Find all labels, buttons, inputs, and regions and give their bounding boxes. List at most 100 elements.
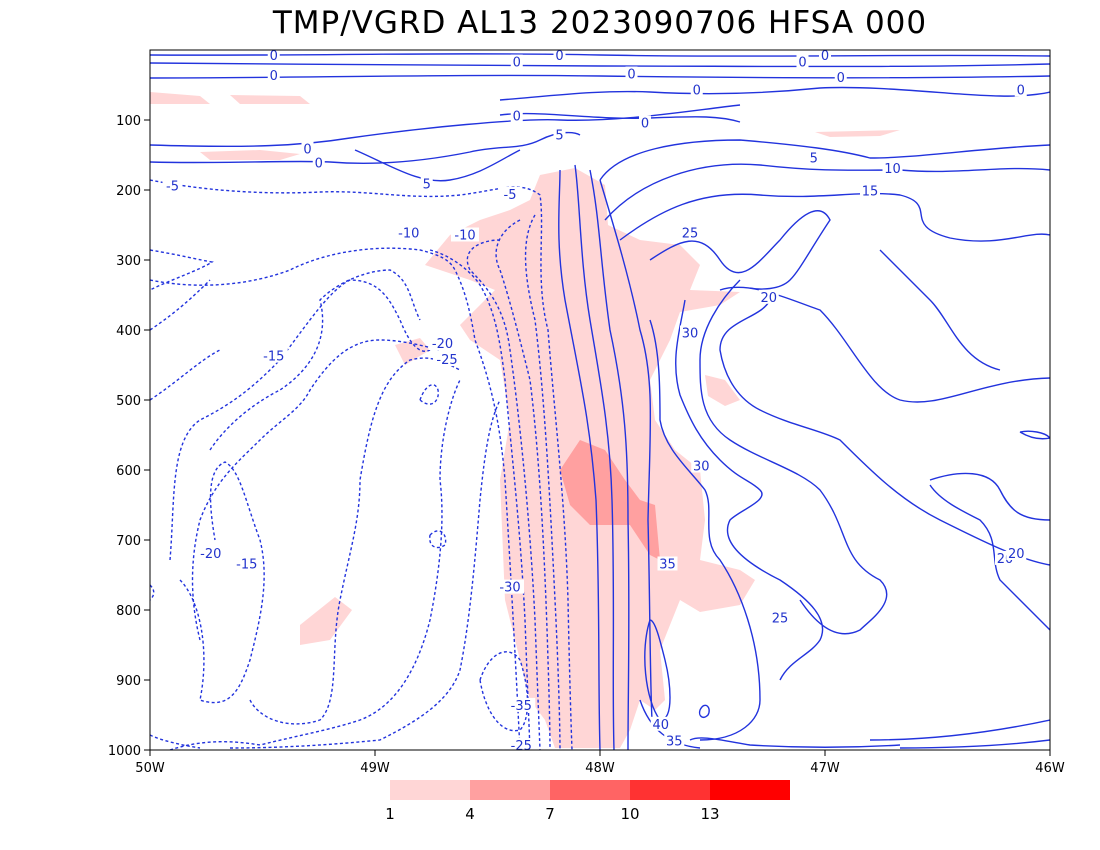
contour-label: -25 (436, 353, 457, 368)
contour-label: -15 (263, 350, 284, 365)
contour-label: 20 (1008, 547, 1025, 562)
contour-label-bg (625, 66, 638, 81)
contour-label: 0 (270, 69, 278, 84)
chart-title: TMP/VGRD AL13 2023090706 HFSA 000 (272, 5, 927, 41)
y-tick-label: 900 (116, 674, 141, 689)
contour-label: 25 (772, 611, 789, 626)
x-axis: 50W 49W 48W 47W 46W (135, 750, 1065, 776)
contour-label: 0 (798, 56, 806, 71)
contour-label: -15 (236, 558, 257, 573)
contour-label-bg (691, 458, 712, 473)
contour-label-bg (860, 183, 880, 198)
contour-label: 0 (641, 117, 649, 132)
y-tick-label: 700 (116, 534, 141, 549)
contour-label: -5 (166, 180, 179, 195)
contour-label-bg (657, 556, 678, 571)
contour-label-bg (267, 48, 280, 62)
contour-label: -20 (432, 337, 453, 352)
contour-label-bg (1014, 82, 1027, 97)
contour-label: 35 (666, 735, 683, 750)
contour-label-bg (690, 82, 703, 97)
contour-label-bg (496, 579, 524, 594)
contour-label: 40 (652, 718, 669, 733)
contour-label: 20 (760, 291, 777, 306)
contour-label-bg (680, 325, 700, 340)
contour-label: 10 (884, 162, 901, 177)
contour-label: 25 (682, 226, 699, 241)
x-tick-label: 49W (360, 761, 390, 776)
contour-label-bg (428, 336, 457, 350)
contour-label-bg (680, 225, 700, 240)
contour-label-bg (882, 161, 903, 175)
contour-label-bg (394, 225, 423, 240)
contour-label-bg (451, 227, 479, 242)
contour-label: 0 (555, 49, 563, 64)
y-tick-label: 600 (116, 464, 141, 479)
colorbar-swatch (710, 780, 790, 800)
colorbar-label: 1 (385, 805, 395, 823)
contour-label-bg (807, 150, 820, 165)
contour-label-bg (433, 352, 461, 367)
contour-label: 0 (513, 56, 521, 71)
contour-label-bg (834, 70, 847, 84)
colorbar-swatch (630, 780, 710, 800)
contour-label-bg (553, 48, 566, 62)
contour-label: 0 (821, 49, 829, 64)
y-tick-label: 800 (116, 604, 141, 619)
colorbar-label: 7 (545, 805, 555, 823)
contour-label: -10 (454, 229, 475, 244)
contour-label-bg (232, 556, 261, 571)
contour-label-bg (420, 176, 433, 191)
contour-label: 0 (693, 84, 701, 99)
contour-label-bg (664, 733, 685, 748)
contour-label-bg (259, 348, 288, 363)
x-tick-label: 46W (1035, 761, 1065, 776)
contour-label-bg (796, 54, 809, 69)
contour-label: -10 (398, 226, 419, 241)
contour-label: -30 (499, 581, 520, 596)
contour-label-bg (162, 178, 183, 193)
y-tick-label: 1000 (108, 744, 141, 759)
contour-label-bg (758, 289, 779, 304)
contour-label-bg (1006, 546, 1027, 560)
y-tick-label: 300 (116, 254, 141, 269)
contour-label: 30 (682, 327, 699, 342)
contour-label-bg (819, 48, 831, 62)
contour-label: 0 (837, 71, 845, 86)
y-tick-label: 200 (116, 184, 141, 199)
y-axis: 100 200 300 400 500 600 700 800 900 1000 (108, 114, 150, 759)
contour-label: 0 (303, 142, 311, 157)
contour-label-bg (510, 108, 523, 123)
contour-label-bg (510, 54, 523, 69)
contour-label: -5 (504, 188, 517, 203)
contour-label: 30 (693, 460, 710, 475)
contour-label: 0 (1017, 84, 1025, 99)
contour-lines (150, 53, 1050, 750)
contour-label-bg (500, 186, 520, 201)
colorbar: 1 4 7 10 13 (385, 780, 790, 823)
contour-label: 15 (862, 184, 879, 199)
contour-label-bg (507, 738, 536, 752)
colorbar-swatch (470, 780, 550, 800)
y-tick-label: 100 (116, 114, 141, 129)
contour-label: 0 (270, 49, 278, 64)
contour-label-bg (770, 610, 790, 625)
contour-label: 5 (423, 177, 431, 192)
colorbar-swatch (390, 780, 470, 800)
contour-label: 5 (555, 128, 563, 143)
x-tick-label: 48W (585, 761, 615, 776)
contour-label: 35 (659, 558, 676, 573)
contour-label: 0 (513, 110, 521, 125)
shaded-field (150, 92, 900, 748)
y-tick-label: 400 (116, 324, 141, 339)
contour-label: -25 (511, 739, 532, 754)
colorbar-swatch (550, 780, 630, 800)
y-tick-label: 500 (116, 394, 141, 409)
contour-label: 0 (315, 156, 323, 171)
contour-label-bg (196, 546, 225, 560)
contour-label-bg (301, 141, 314, 156)
contour-label: -35 (511, 699, 532, 714)
x-tick-label: 50W (135, 761, 165, 776)
